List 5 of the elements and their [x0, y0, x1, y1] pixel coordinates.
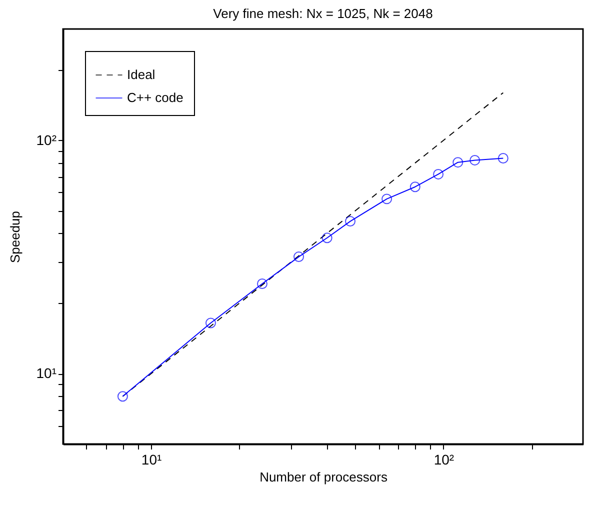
legend-label: C++ code	[127, 90, 184, 105]
y-axis-title: Speedup	[7, 210, 22, 264]
legend-label: Ideal	[127, 67, 156, 82]
chart-title: Very fine mesh: Nx = 1025, Nk = 2048	[213, 6, 433, 21]
x-axis-title: Number of processors	[260, 470, 388, 484]
